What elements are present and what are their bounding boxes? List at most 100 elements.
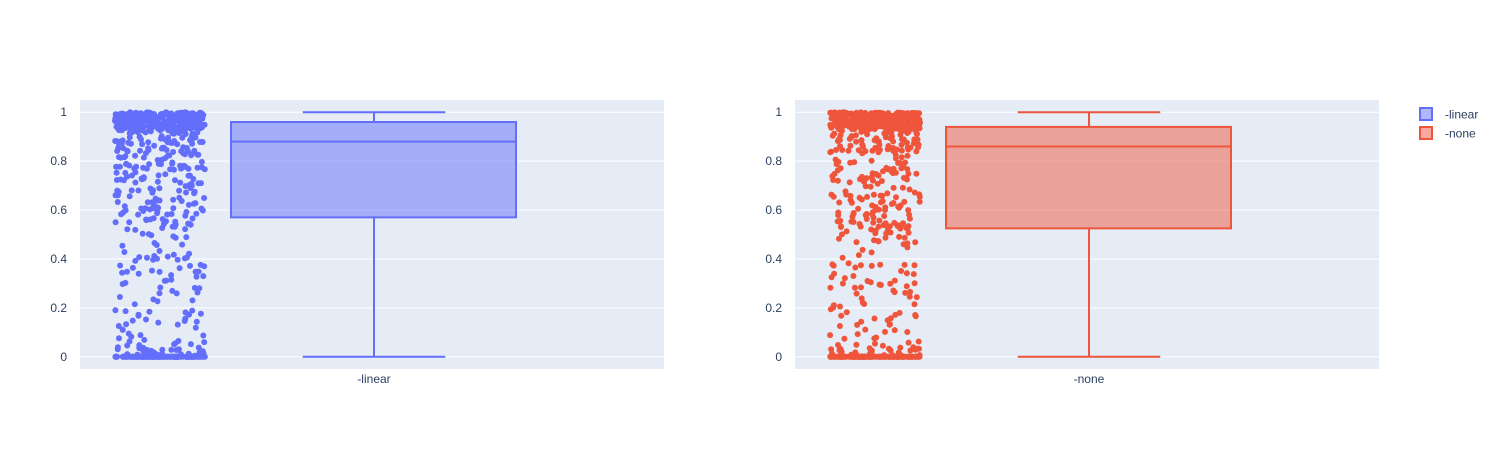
data-point <box>850 125 857 132</box>
data-point <box>836 199 843 206</box>
data-point <box>871 315 878 322</box>
data-point <box>879 123 886 130</box>
data-point <box>852 132 859 139</box>
data-point <box>839 231 845 238</box>
data-point <box>174 256 181 263</box>
data-point <box>872 340 878 347</box>
data-point <box>850 219 857 225</box>
data-point <box>174 124 181 131</box>
data-point <box>854 321 861 328</box>
data-point <box>172 114 178 121</box>
data-point <box>868 157 875 164</box>
data-point <box>867 279 874 286</box>
data-point <box>132 226 139 233</box>
data-point <box>846 135 853 142</box>
data-point <box>837 143 843 150</box>
data-point <box>875 206 882 213</box>
data-point <box>885 143 892 149</box>
data-point <box>164 253 171 260</box>
data-point <box>881 352 888 359</box>
data-point <box>132 257 139 264</box>
data-point <box>888 201 895 207</box>
data-point <box>905 207 912 214</box>
legend-item-linear[interactable]: -linear <box>1419 107 1478 122</box>
data-point <box>124 226 131 233</box>
data-point <box>155 319 162 326</box>
data-point <box>841 335 848 342</box>
data-point <box>882 204 889 211</box>
data-point <box>902 289 909 296</box>
legend-item-none[interactable]: -none <box>1419 126 1476 141</box>
data-point <box>848 199 855 206</box>
data-point <box>837 303 843 310</box>
y-tick-label: 0.2 <box>50 301 67 315</box>
data-point <box>164 118 171 125</box>
data-point <box>121 119 128 126</box>
data-point <box>189 130 196 137</box>
data-point <box>158 156 165 163</box>
data-point <box>881 213 888 219</box>
data-point <box>870 214 877 221</box>
data-point <box>179 112 185 119</box>
data-point <box>112 353 119 360</box>
data-point <box>121 249 128 255</box>
data-point <box>158 133 165 140</box>
data-point <box>900 136 907 143</box>
box-linear[interactable] <box>230 111 517 358</box>
data-point <box>906 186 913 193</box>
iqr-box <box>230 121 517 219</box>
data-point <box>897 112 904 119</box>
data-point <box>162 171 169 178</box>
data-point <box>123 161 130 168</box>
data-point <box>833 161 840 168</box>
data-point <box>180 150 187 157</box>
data-point <box>197 139 204 145</box>
data-point <box>884 190 891 197</box>
data-point <box>835 342 841 348</box>
data-point <box>132 169 139 176</box>
legend[interactable]: -linear -none <box>1419 107 1478 141</box>
data-point <box>900 241 907 248</box>
data-point <box>189 120 196 126</box>
data-point <box>857 223 864 230</box>
data-point <box>915 141 922 148</box>
data-point <box>891 289 898 296</box>
data-point <box>138 125 145 132</box>
y-tick-label: 0.6 <box>765 203 782 217</box>
data-point <box>114 124 121 130</box>
data-point <box>911 110 918 116</box>
data-point <box>198 115 205 122</box>
data-point <box>176 194 183 201</box>
data-point <box>827 110 834 116</box>
data-point <box>144 254 150 261</box>
data-point <box>871 237 877 244</box>
data-point <box>850 210 857 217</box>
data-point <box>201 339 208 346</box>
data-point <box>191 352 198 359</box>
data-point <box>910 271 917 278</box>
data-point <box>871 137 878 144</box>
data-point <box>845 147 852 154</box>
data-point <box>173 290 180 297</box>
data-point <box>168 346 175 353</box>
data-point <box>171 166 177 173</box>
data-point <box>905 170 912 177</box>
data-point <box>156 268 163 275</box>
data-point <box>878 178 885 184</box>
x-tick-label: -linear <box>357 372 390 386</box>
box-none[interactable] <box>945 111 1232 358</box>
data-point <box>164 211 171 218</box>
data-point <box>135 211 142 218</box>
data-point <box>163 109 169 116</box>
data-point <box>912 312 919 318</box>
data-point <box>853 341 860 348</box>
data-point <box>834 177 841 184</box>
data-point <box>857 262 864 269</box>
data-point <box>182 212 189 219</box>
y-tick-label: 0.6 <box>50 203 67 217</box>
data-point <box>160 124 167 131</box>
data-point <box>838 312 845 319</box>
y-tick-label: 0 <box>60 350 67 364</box>
data-point <box>146 161 153 168</box>
data-point <box>119 269 126 276</box>
